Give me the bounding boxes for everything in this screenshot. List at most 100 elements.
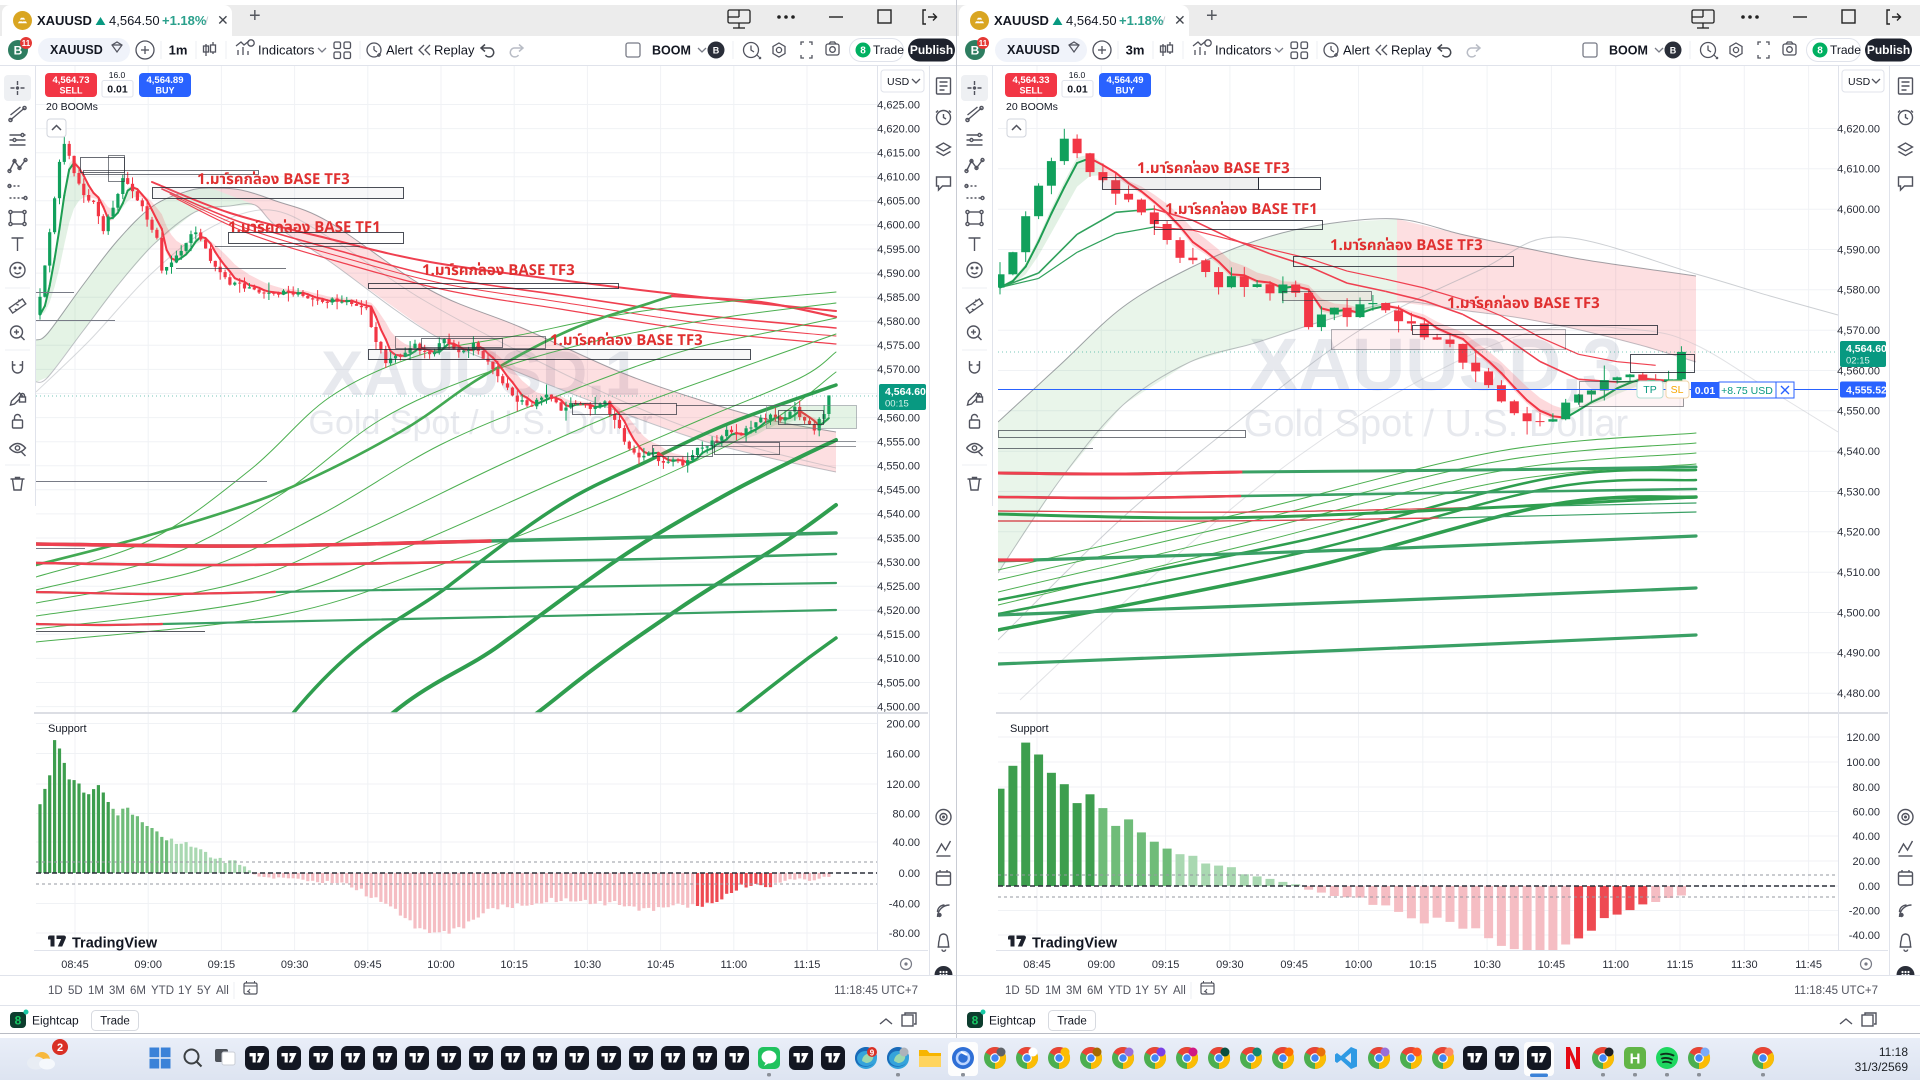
svg-text:6M: 6M — [1087, 985, 1103, 997]
svg-text:80.00: 80.00 — [892, 808, 920, 820]
svg-text:Eightcap: Eightcap — [989, 1014, 1036, 1028]
svg-text:4,530.00: 4,530.00 — [877, 557, 920, 569]
svg-text:6M: 6M — [130, 985, 146, 997]
svg-text:TradingView: TradingView — [1032, 936, 1118, 952]
svg-text:4,564.60: 4,564.60 — [885, 386, 926, 398]
svg-text:160.00: 160.00 — [886, 748, 920, 760]
svg-text:-40.00: -40.00 — [889, 898, 920, 910]
svg-text:3M: 3M — [109, 985, 125, 997]
svg-text:Publish: Publish — [1867, 43, 1910, 57]
svg-text:4,570.00: 4,570.00 — [877, 364, 920, 376]
svg-text:YTD: YTD — [151, 985, 174, 997]
svg-text:16.0: 16.0 — [1069, 70, 1086, 80]
svg-text:4,610.00: 4,610.00 — [1837, 164, 1880, 176]
svg-text:11: 11 — [22, 39, 31, 48]
svg-text:08:45: 08:45 — [61, 959, 89, 971]
svg-text:4,500.00: 4,500.00 — [877, 701, 920, 713]
svg-text:10:30: 10:30 — [1473, 959, 1501, 971]
svg-text:Indicators: Indicators — [1215, 43, 1272, 58]
svg-text:09:30: 09:30 — [281, 959, 309, 971]
svg-text:-40.00: -40.00 — [1849, 930, 1880, 942]
svg-text:4,564.33: 4,564.33 — [1013, 75, 1050, 86]
svg-text:All: All — [1173, 985, 1186, 997]
svg-text:4,620.00: 4,620.00 — [877, 123, 920, 135]
svg-text:4,535.00: 4,535.00 — [877, 533, 920, 545]
svg-text:4,515.00: 4,515.00 — [877, 629, 920, 641]
svg-text:11:18:45 UTC+7: 11:18:45 UTC+7 — [834, 985, 918, 997]
svg-text:11:18:45 UTC+7: 11:18:45 UTC+7 — [1794, 985, 1878, 997]
svg-text:BOOM: BOOM — [1609, 44, 1648, 58]
svg-text:4,595.00: 4,595.00 — [877, 244, 920, 256]
svg-text:4,564.89: 4,564.89 — [147, 75, 184, 86]
svg-text:09:00: 09:00 — [1088, 959, 1116, 971]
svg-text:B: B — [14, 44, 23, 58]
svg-text:B: B — [971, 44, 980, 58]
svg-text:TP: TP — [1643, 384, 1656, 396]
svg-text:40.00: 40.00 — [892, 837, 920, 849]
svg-text:10:00: 10:00 — [1345, 959, 1373, 971]
svg-text:10:15: 10:15 — [1409, 959, 1437, 971]
svg-text:4,510.00: 4,510.00 — [1837, 567, 1880, 579]
svg-text:1M: 1M — [88, 985, 104, 997]
svg-text:3m: 3m — [1126, 43, 1145, 58]
svg-text:1m: 1m — [169, 43, 188, 58]
svg-text:4,600.00: 4,600.00 — [877, 220, 920, 232]
svg-text:4,540.00: 4,540.00 — [877, 509, 920, 521]
svg-text:31/3/2569: 31/3/2569 — [1855, 1060, 1909, 1074]
svg-text:BOOM: BOOM — [652, 44, 691, 58]
svg-text:5D: 5D — [68, 985, 83, 997]
svg-text:0.01: 0.01 — [107, 84, 128, 96]
svg-text:20 BOOMs: 20 BOOMs — [1006, 101, 1058, 113]
svg-text:4,580.00: 4,580.00 — [1837, 285, 1880, 297]
svg-text:4,555.00: 4,555.00 — [877, 437, 920, 449]
svg-text:4,590.00: 4,590.00 — [877, 268, 920, 280]
svg-text:20.00: 20.00 — [1852, 856, 1880, 868]
svg-text:10:45: 10:45 — [647, 959, 675, 971]
svg-text:8: 8 — [15, 1014, 22, 1028]
svg-text:09:45: 09:45 — [1280, 959, 1308, 971]
svg-text:10:45: 10:45 — [1538, 959, 1566, 971]
svg-text:-80.00: -80.00 — [889, 928, 920, 940]
svg-text:11: 11 — [979, 39, 988, 48]
svg-text:80.00: 80.00 — [1852, 782, 1880, 794]
svg-text:4,564.73: 4,564.73 — [53, 75, 90, 86]
svg-text:4,610.00: 4,610.00 — [877, 172, 920, 184]
svg-text:4,550.00: 4,550.00 — [1837, 406, 1880, 418]
svg-text:5Y: 5Y — [1154, 985, 1168, 997]
svg-text:Trade: Trade — [1830, 43, 1861, 57]
svg-text:02:15: 02:15 — [1846, 356, 1870, 367]
svg-text:1M: 1M — [1045, 985, 1061, 997]
svg-text:4,505.00: 4,505.00 — [877, 677, 920, 689]
svg-text:H: H — [1630, 1051, 1641, 1068]
svg-text:4,590.00: 4,590.00 — [1837, 244, 1880, 256]
svg-text:09:15: 09:15 — [1152, 959, 1180, 971]
svg-text:4,560.00: 4,560.00 — [1837, 365, 1880, 377]
svg-text:Trade: Trade — [1057, 1016, 1087, 1028]
svg-text:4,520.00: 4,520.00 — [1837, 527, 1880, 539]
svg-text:0.01: 0.01 — [1695, 385, 1716, 397]
svg-text:4,550.00: 4,550.00 — [877, 461, 920, 473]
svg-text:200.00: 200.00 — [886, 718, 920, 730]
svg-text:100.00: 100.00 — [1846, 757, 1880, 769]
svg-text:XAUUSD,1: XAUUSD,1 — [321, 339, 640, 409]
svg-text:20 BOOMs: 20 BOOMs — [46, 101, 98, 113]
svg-text:TradingView: TradingView — [72, 936, 158, 952]
svg-text:Alert: Alert — [386, 43, 413, 58]
svg-text:SELL: SELL — [1019, 86, 1043, 96]
svg-text:8: 8 — [972, 1014, 979, 1028]
svg-text:10:00: 10:00 — [427, 959, 455, 971]
svg-text:4,525.00: 4,525.00 — [877, 581, 920, 593]
svg-text:4,615.00: 4,615.00 — [877, 148, 920, 160]
svg-text:4,564.60: 4,564.60 — [1846, 343, 1887, 355]
svg-text:0.00: 0.00 — [899, 868, 920, 880]
svg-text:4,530.00: 4,530.00 — [1837, 486, 1880, 498]
svg-text:4,585.00: 4,585.00 — [877, 292, 920, 304]
svg-text:5Y: 5Y — [197, 985, 211, 997]
svg-text:2: 2 — [57, 1042, 63, 1054]
svg-text:11:45: 11:45 — [1795, 959, 1822, 971]
svg-text:4,540.00: 4,540.00 — [1837, 446, 1880, 458]
svg-text:Eightcap: Eightcap — [32, 1014, 79, 1028]
svg-text:40.00: 40.00 — [1852, 831, 1880, 843]
svg-text:SL: SL — [1671, 384, 1684, 396]
svg-text:10:15: 10:15 — [500, 959, 528, 971]
